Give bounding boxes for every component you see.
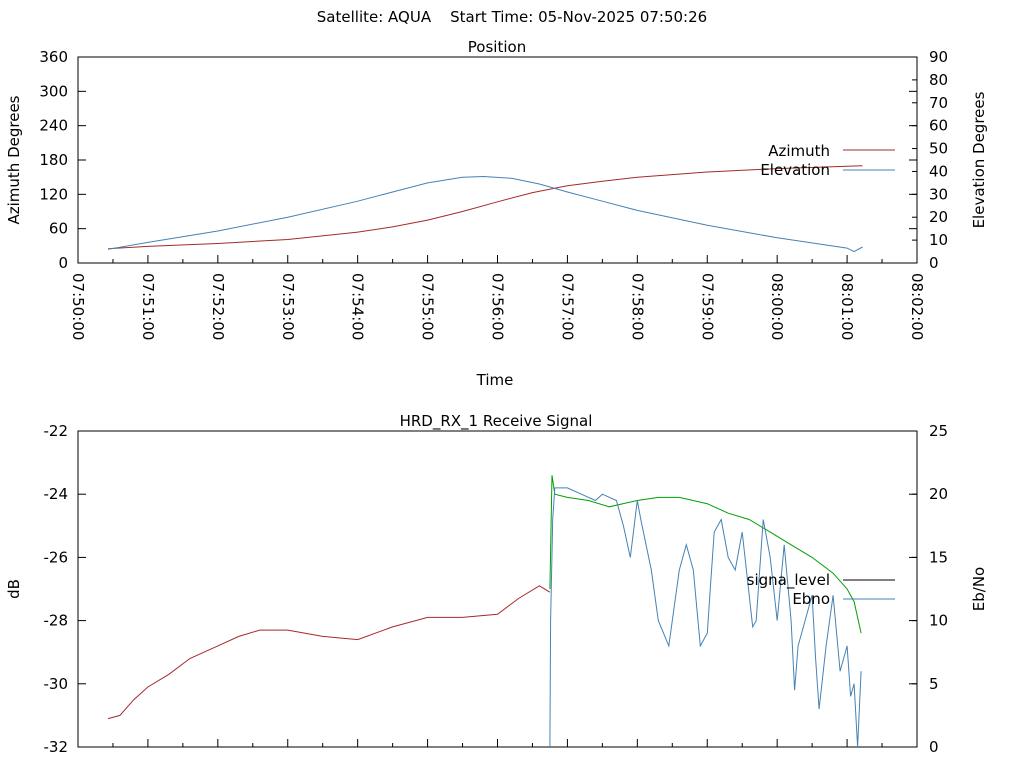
signal-left-ticks: -32 -30 -28 -26 -24 -22: [44, 422, 917, 756]
position-x-tick-label: 07:55:00: [419, 273, 437, 340]
position-x-tick-label: 08:02:00: [908, 273, 926, 340]
position-right-tick-label: 0: [929, 254, 939, 272]
position-right-tick-label: 50: [929, 140, 948, 158]
signal-right-tick-label: 15: [929, 548, 948, 566]
signal-right-tick-label: 10: [929, 612, 948, 630]
signal-left-tick-label: -24: [44, 485, 69, 503]
position-left-tick-label: 240: [39, 117, 68, 135]
signal-legend: signa_level Ebno: [747, 571, 895, 608]
legend-azimuth-label: Azimuth: [768, 142, 830, 160]
position-series-azimuth: [108, 165, 863, 250]
signal-series-ebno: [549, 487, 862, 748]
signal-plot-frame: [77, 430, 918, 748]
position-right-tick-label: 80: [929, 71, 948, 89]
signal-left-tick-label: -32: [44, 738, 69, 756]
position-right-tick-label: 30: [929, 185, 948, 203]
position-x-tick-label: 08:00:00: [768, 273, 786, 340]
signal-right-tick-label: 5: [929, 675, 939, 693]
position-x-tick-label: 07:59:00: [698, 273, 716, 340]
signal-left-tick-label: -26: [44, 548, 69, 566]
position-series-elevation: [108, 175, 863, 253]
legend-elevation-label: Elevation: [760, 161, 830, 179]
signal-y2-axis-label: Eb/No: [970, 567, 988, 611]
position-x-tick-label: 07:56:00: [489, 273, 507, 340]
position-x-tick-label: 07:51:00: [139, 273, 157, 340]
signal-series-signal-level-before-lock: [107, 585, 551, 720]
signal-right-tick-label: 25: [929, 422, 948, 440]
position-x-ticks: 07:50:00 07:51:00 07:52:00 07:53:00 07:54:00…: [69, 255, 926, 340]
page-header-title: Satellite: AQUA Start Time: 05-Nov-2025 …: [317, 8, 707, 26]
position-x-tick-label: 08:01:00: [838, 273, 856, 340]
position-right-tick-label: 10: [929, 231, 948, 249]
position-left-tick-label: 180: [39, 151, 68, 169]
position-right-tick-label: 40: [929, 162, 948, 180]
signal-x-ticks: [77, 739, 918, 747]
position-chart-title: Position: [468, 38, 526, 56]
position-left-tick-label: 0: [58, 254, 68, 272]
signal-right-tick-label: 20: [929, 485, 948, 503]
signal-series-signal-level-after-lock: [549, 475, 862, 634]
signal-y-axis-label: dB: [5, 579, 23, 599]
position-x-axis-label: Time: [476, 371, 514, 389]
signal-right-ticks: 0 5 10 15 20 25: [912, 422, 948, 756]
position-left-tick-label: 120: [39, 185, 68, 203]
position-right-tick-label: 70: [929, 94, 948, 112]
position-left-tick-label: 300: [39, 82, 68, 100]
position-right-tick-label: 60: [929, 117, 948, 135]
legend-signal-level-label: signa_level: [747, 571, 830, 590]
signal-left-tick-label: -28: [44, 612, 69, 630]
position-x-tick-label: 07:57:00: [558, 273, 576, 340]
position-series: [108, 165, 863, 253]
signal-left-tick-label: -22: [44, 422, 69, 440]
signal-right-tick-label: 0: [929, 738, 939, 756]
position-right-tick-label: 20: [929, 208, 948, 226]
position-x-tick-label: 07:54:00: [349, 273, 367, 340]
signal-chart-title: HRD_RX_1 Receive Signal: [400, 412, 593, 431]
legend-ebno-label: Ebno: [792, 590, 830, 608]
position-chart: Position 0 60 120 180 240 300 360 0 10 20 30 40 50 6…: [5, 38, 988, 389]
signal-left-tick-label: -30: [44, 675, 69, 693]
position-legend: Azimuth Elevation: [760, 142, 895, 179]
position-x-tick-label: 07:53:00: [279, 273, 297, 340]
signal-series: [107, 475, 862, 748]
position-x-tick-label: 07:50:00: [69, 273, 87, 340]
position-left-tick-label: 60: [49, 220, 68, 238]
receive-signal-chart: HRD_RX_1 Receive Signal -32-30-28-26-24-…: [5, 412, 988, 756]
position-plot-frame: [77, 56, 918, 264]
position-right-ticks: 0 10 20 30 40 50 60 70 80 90: [912, 48, 948, 272]
position-y2-axis-label: Elevation Degrees: [970, 91, 988, 228]
position-x-tick-label: 07:58:00: [628, 273, 646, 340]
position-right-tick-label: 90: [929, 48, 948, 66]
position-left-ticks: 0 60 120 180 240 300 360: [39, 48, 917, 272]
position-y-axis-label: Azimuth Degrees: [5, 95, 23, 224]
position-left-tick-label: 360: [39, 48, 68, 66]
position-x-tick-label: 07:52:00: [209, 273, 227, 340]
